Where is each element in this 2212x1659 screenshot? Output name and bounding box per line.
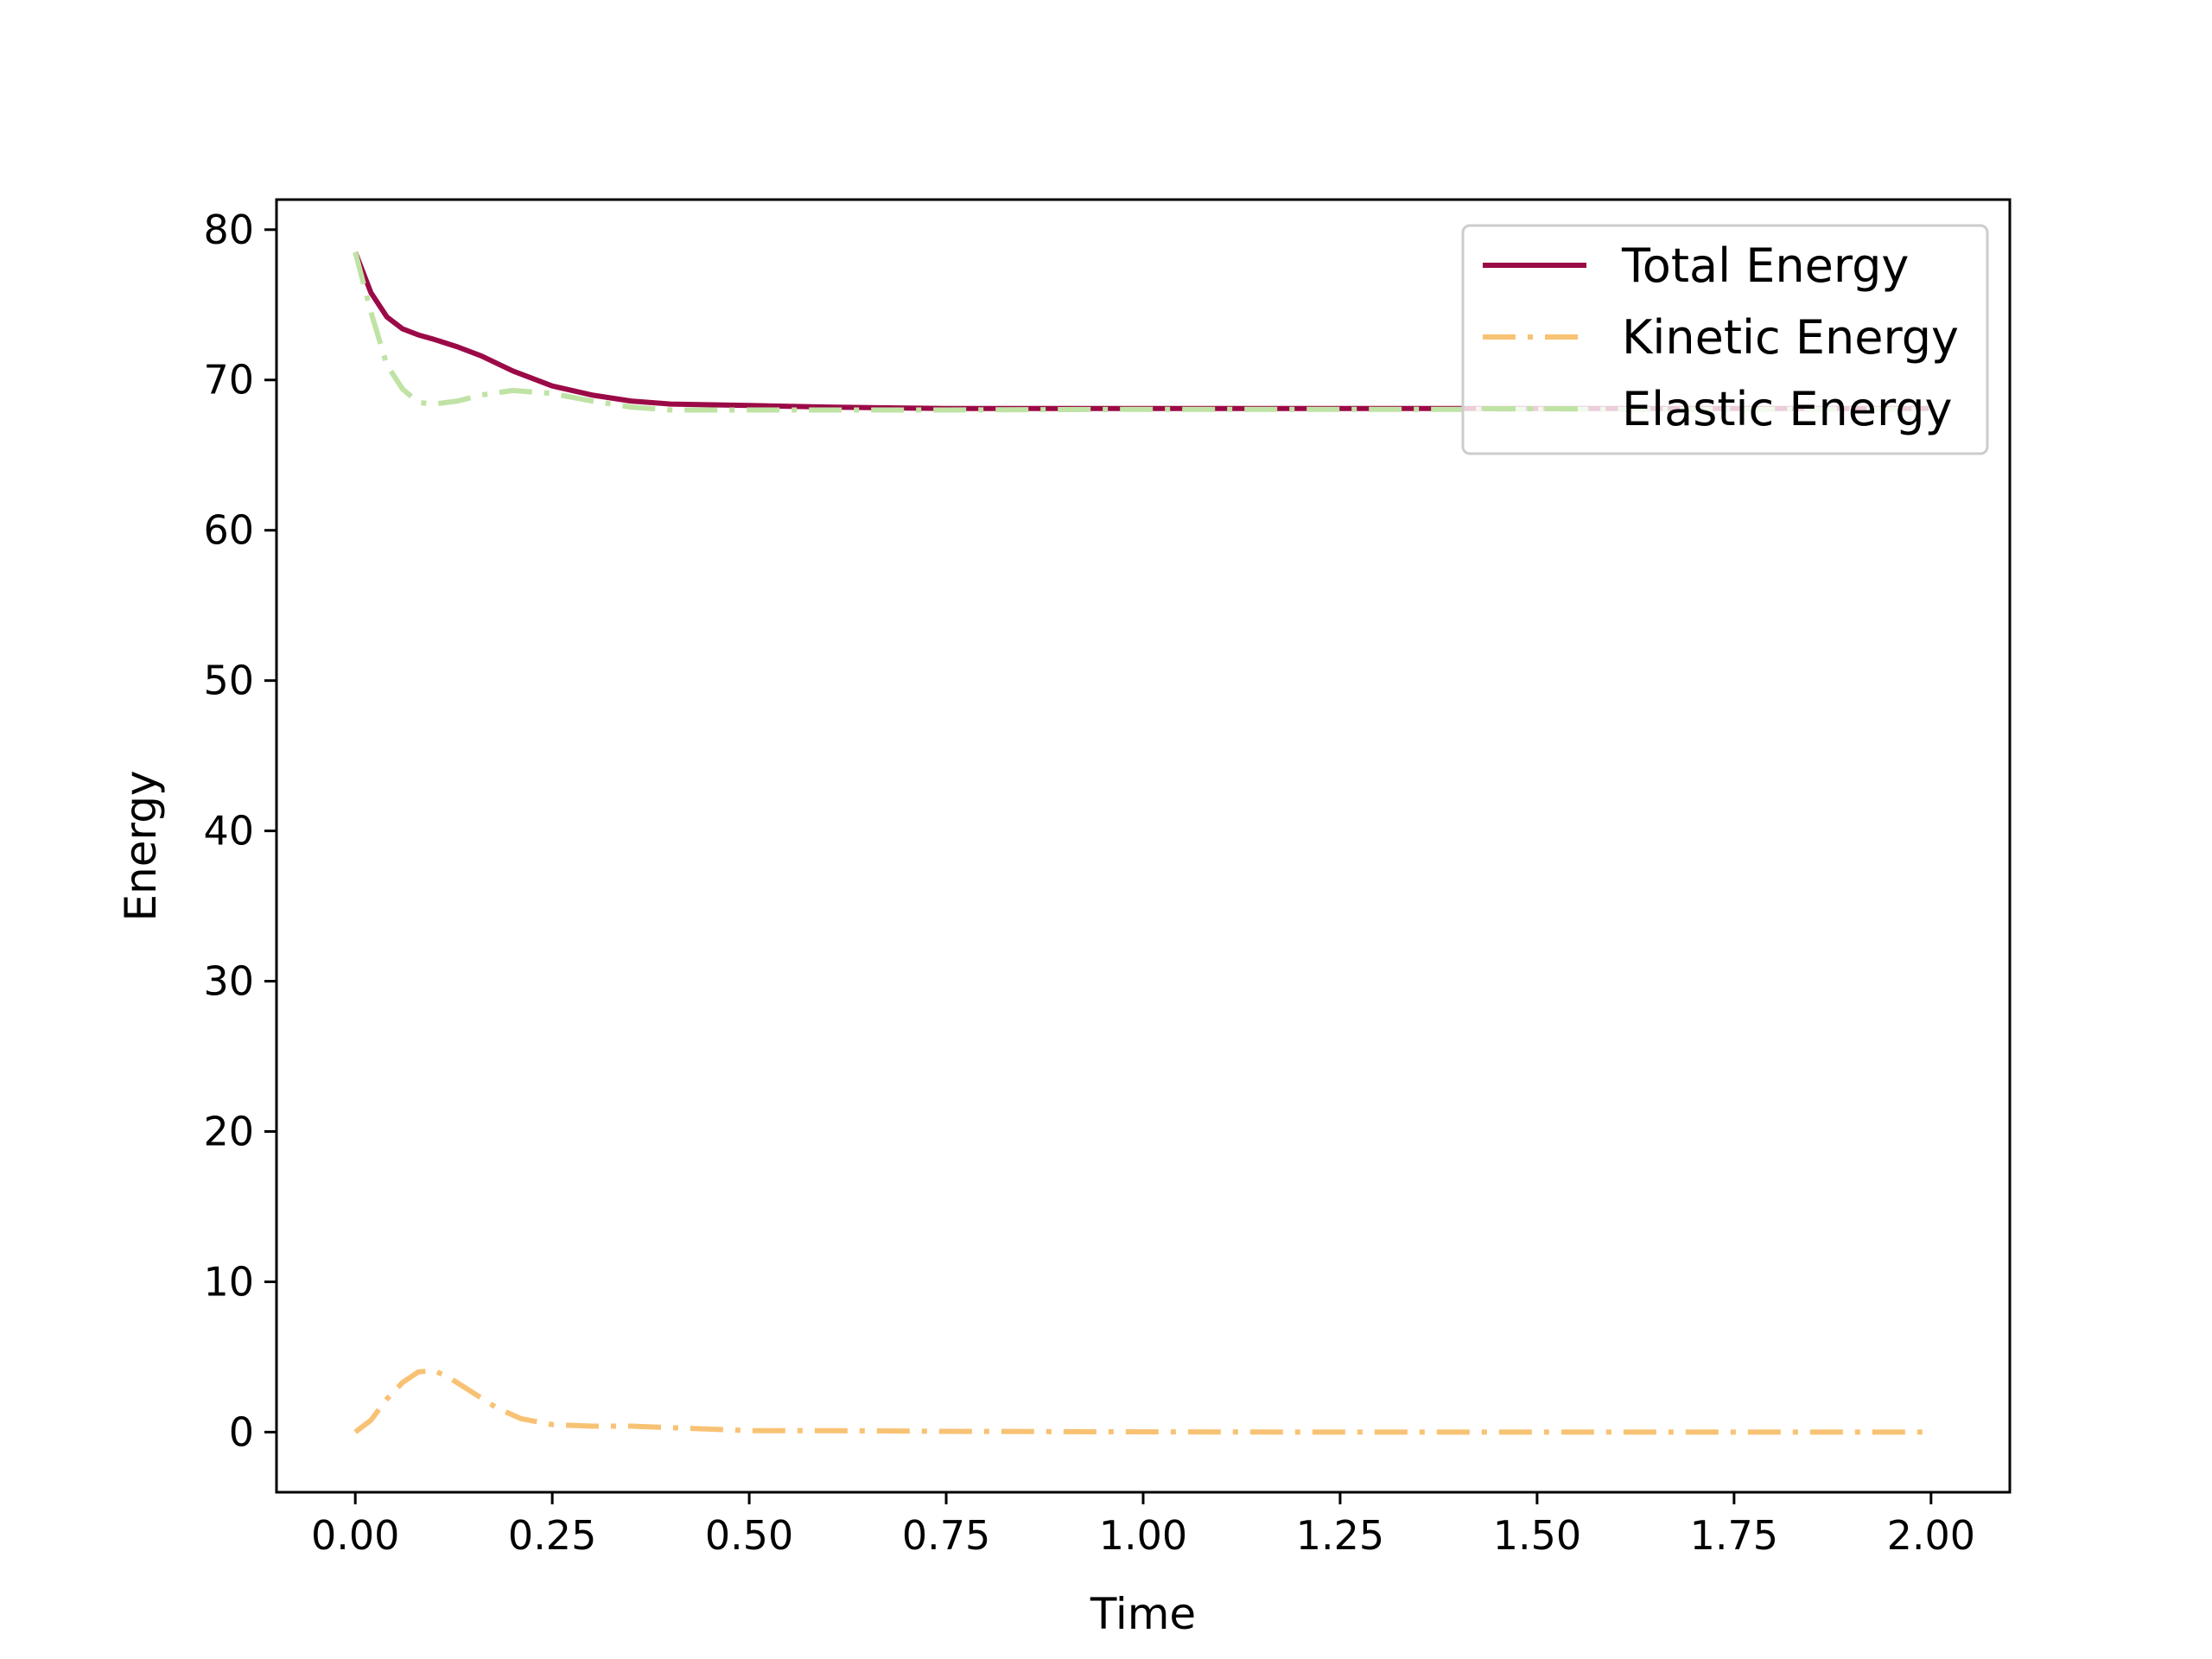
legend-frame: [1461, 224, 1989, 455]
y-tick-label: 50: [203, 658, 254, 704]
x-tick-label: 0.75: [902, 1512, 990, 1559]
legend-label-1: Kinetic Energy: [1622, 310, 1959, 365]
y-tick-label: 60: [203, 507, 254, 554]
plot-lines: [353, 251, 1931, 1435]
y-tick-label: 30: [203, 958, 254, 1005]
y-tick-label: 80: [203, 207, 254, 253]
series-line-1: [353, 1368, 1931, 1435]
series-line-2: [353, 251, 1931, 413]
x-tick-label: 1.50: [1493, 1512, 1581, 1559]
x-axis-label: Time: [1090, 1589, 1196, 1639]
x-axis-ticks: 0.00 0.25 0.50 0.75 1.00 1.25 1.50 1.75 2.00: [311, 1492, 1975, 1559]
x-tick-label: 2.00: [1887, 1512, 1975, 1559]
legend-label-2: Elastic Energy: [1622, 382, 1952, 436]
legend-label-0: Total Energy: [1621, 238, 1909, 293]
y-axis-label: Energy: [116, 770, 166, 921]
y-axis-ticks: 0 10 20 30 40 50 60 70 80: [203, 207, 276, 1455]
legend: Total Energy Kinetic Energy Elastic Energy: [1461, 224, 1989, 455]
x-tick-label: 1.75: [1690, 1512, 1778, 1559]
y-tick-label: 70: [203, 357, 254, 404]
y-tick-label: 20: [203, 1109, 254, 1155]
x-tick-label: 1.25: [1296, 1512, 1384, 1559]
x-tick-label: 0.50: [705, 1512, 793, 1559]
x-tick-label: 0.00: [311, 1512, 399, 1559]
y-tick-label: 40: [203, 808, 254, 855]
y-tick-label: 0: [229, 1408, 254, 1455]
y-tick-label: 10: [203, 1258, 254, 1305]
x-tick-label: 1.00: [1099, 1512, 1187, 1559]
x-tick-label: 0.25: [508, 1512, 596, 1559]
